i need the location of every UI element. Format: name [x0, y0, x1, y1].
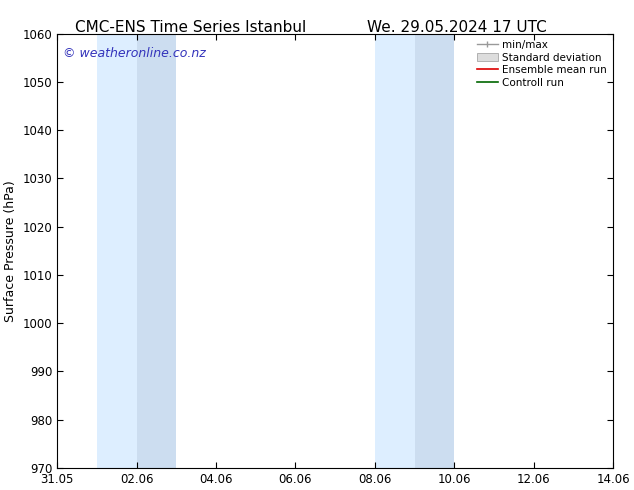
Bar: [415, 34, 454, 468]
Bar: [97, 34, 137, 468]
Text: © weatheronline.co.nz: © weatheronline.co.nz: [63, 47, 205, 60]
Y-axis label: Surface Pressure (hPa): Surface Pressure (hPa): [4, 180, 17, 322]
Bar: [137, 34, 176, 468]
Bar: [375, 34, 415, 468]
Text: We. 29.05.2024 17 UTC: We. 29.05.2024 17 UTC: [366, 20, 547, 35]
Text: CMC-ENS Time Series Istanbul: CMC-ENS Time Series Istanbul: [75, 20, 306, 35]
Legend: min/max, Standard deviation, Ensemble mean run, Controll run: min/max, Standard deviation, Ensemble me…: [474, 37, 610, 91]
